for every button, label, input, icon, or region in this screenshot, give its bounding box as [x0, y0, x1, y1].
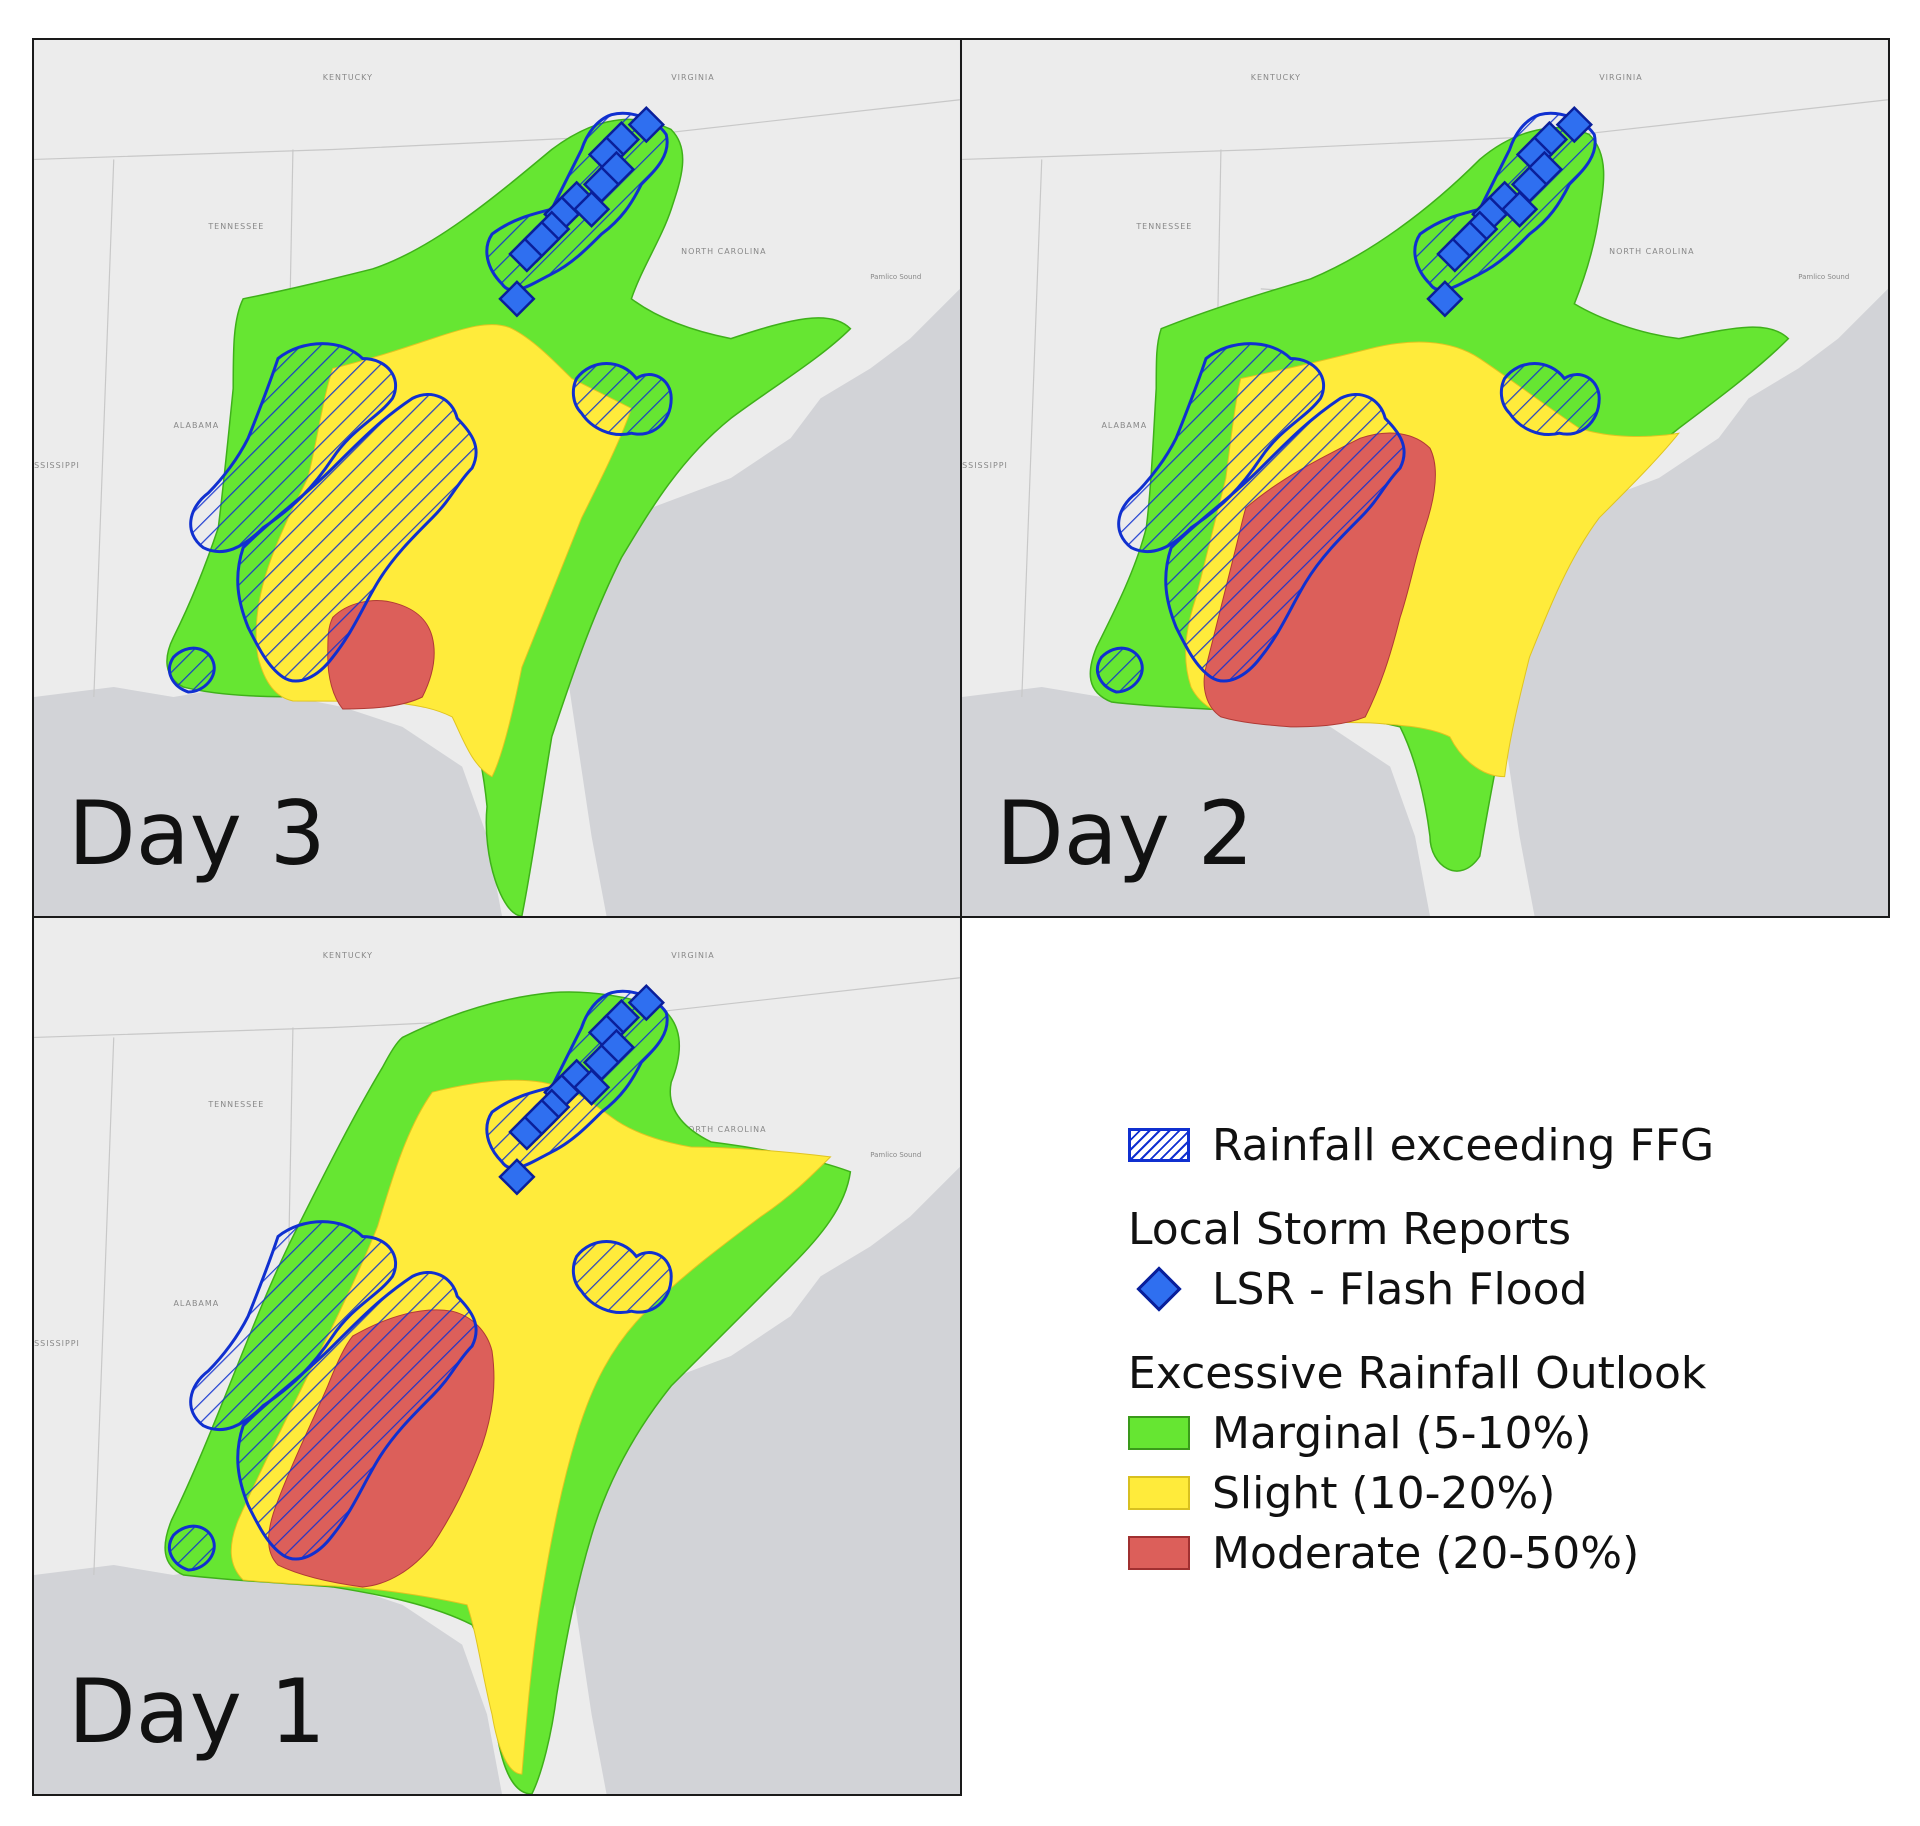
legend-item-lsr: LSR - Flash Flood — [1128, 1259, 1828, 1319]
border-ms-al — [1021, 159, 1043, 698]
legend-slight-label: Slight (10-20%) — [1212, 1467, 1556, 1519]
lsr-flash-flood-marker — [523, 220, 561, 258]
legend-item-ffg: Rainfall exceeding FFG — [1128, 1115, 1828, 1175]
state-label-mississippi: SSISSIPPI — [962, 461, 1008, 470]
state-label-tennessee: TENNESSEE — [207, 222, 264, 231]
lsr-flash-flood-marker — [498, 280, 536, 318]
state-label-virginia: VIRGINIA — [671, 951, 715, 960]
legend-item-slight: Slight (10-20%) — [1128, 1463, 1828, 1523]
legend-lsr-heading: Local Storm Reports — [1128, 1203, 1572, 1255]
moderate-swatch — [1128, 1536, 1190, 1570]
map-day1: KENTUCKY VIRGINIA TENNESSEE NORTH CAROLINA A… — [34, 918, 960, 1794]
ffg-exceedance-area — [236, 1271, 478, 1561]
ffg-hatch-swatch — [1128, 1128, 1190, 1162]
state-label-alabama: ALABAMA — [173, 421, 219, 430]
slight-swatch — [1128, 1476, 1190, 1510]
legend-item-moderate: Moderate (20-50%) — [1128, 1523, 1828, 1583]
legend-ero-heading: Excessive Rainfall Outlook — [1128, 1347, 1707, 1399]
state-label-alabama: ALABAMA — [1101, 421, 1147, 430]
panel-day3: KENTUCKY VIRGINIA TENNESSEE NORTH CAROLINA A… — [32, 38, 962, 918]
ffg-exceedance-area — [168, 646, 216, 694]
panel-label-day1: Day 1 — [68, 1660, 326, 1763]
ffg-exceedance-area — [1164, 393, 1406, 683]
map-legend: Rainfall exceeding FFG Local Storm Repor… — [1128, 1115, 1828, 1583]
legend-moderate-label: Moderate (20-50%) — [1212, 1527, 1640, 1579]
ffg-exceedance-area — [571, 1240, 673, 1314]
border-ms-al — [93, 1037, 115, 1576]
state-label-mississippi: SSISSIPPI — [34, 1339, 80, 1348]
border-ky-tn — [34, 99, 960, 161]
state-label-tennessee: TENNESSEE — [207, 1100, 264, 1109]
lsr-flash-flood-marker — [1500, 190, 1539, 228]
state-label-kentucky: KENTUCKY — [1251, 73, 1301, 82]
water-label-pamlico: Pamlico Sound — [870, 273, 921, 281]
legend-marginal-label: Marginal (5-10%) — [1212, 1407, 1592, 1459]
legend-ffg-label: Rainfall exceeding FFG — [1212, 1119, 1715, 1171]
lsr-flash-flood-marker — [572, 1068, 611, 1106]
map-day3: KENTUCKY VIRGINIA TENNESSEE NORTH CAROLINA A… — [34, 40, 960, 916]
state-label-north-carolina: NORTH CAROLINA — [1609, 247, 1694, 256]
border-ky-tn — [962, 99, 1888, 161]
lsr-flash-flood-marker — [1555, 105, 1593, 144]
water-label-pamlico: Pamlico Sound — [1798, 273, 1849, 281]
border-ms-al — [93, 159, 115, 698]
ffg-exceedance-area — [236, 393, 478, 683]
state-label-north-carolina: NORTH CAROLINA — [681, 1125, 766, 1134]
lsr-flash-flood-marker — [627, 983, 665, 1022]
panel-day2: KENTUCKY VIRGINIA TENNESSEE NORTH CAROLINA A… — [960, 38, 1890, 918]
state-label-tennessee: TENNESSEE — [1135, 222, 1192, 231]
state-label-virginia: VIRGINIA — [1599, 73, 1643, 82]
lsr-flash-flood-marker — [627, 105, 665, 144]
ffg-exceedance-area — [571, 362, 673, 436]
panel-label-day2: Day 2 — [996, 782, 1254, 885]
legend-lsr-label: LSR - Flash Flood — [1212, 1263, 1588, 1315]
ffg-exceedance-area — [168, 1524, 216, 1572]
state-label-north-carolina: NORTH CAROLINA — [681, 247, 766, 256]
legend-item-marginal: Marginal (5-10%) — [1128, 1403, 1828, 1463]
state-label-alabama: ALABAMA — [173, 1299, 219, 1308]
lsr-flash-flood-marker — [523, 1098, 561, 1136]
water-label-pamlico: Pamlico Sound — [870, 1151, 921, 1159]
panel-day1: KENTUCKY VIRGINIA TENNESSEE NORTH CAROLINA A… — [32, 916, 962, 1796]
state-label-kentucky: KENTUCKY — [323, 73, 373, 82]
panel-label-day3: Day 3 — [68, 782, 326, 885]
ffg-exceedance-area — [1499, 362, 1601, 436]
lsr-flash-flood-marker — [1451, 220, 1489, 258]
ffg-exceedance-area — [1096, 646, 1144, 694]
lsr-flash-flood-marker — [1426, 280, 1464, 318]
lsr-flash-flood-marker — [572, 190, 611, 228]
state-label-virginia: VIRGINIA — [671, 73, 715, 82]
map-day2: KENTUCKY VIRGINIA TENNESSEE NORTH CAROLINA A… — [962, 40, 1888, 916]
state-label-kentucky: KENTUCKY — [323, 951, 373, 960]
marginal-swatch — [1128, 1416, 1190, 1450]
lsr-flash-flood-marker — [498, 1158, 536, 1196]
lsr-diamond-icon — [1128, 1266, 1190, 1312]
state-label-mississippi: SSISSIPPI — [34, 461, 80, 470]
